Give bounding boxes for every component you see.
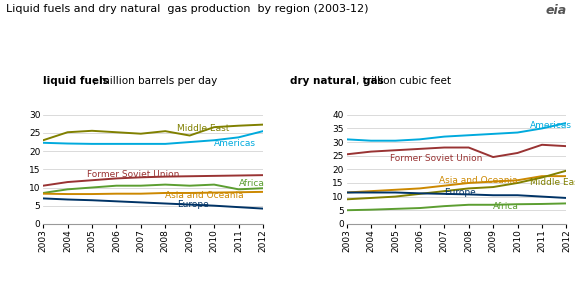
Text: Africa: Africa	[239, 179, 264, 188]
Text: , million barrels per day: , million barrels per day	[93, 76, 217, 86]
Text: liquid fuels: liquid fuels	[43, 76, 109, 86]
Text: dry natural  gas: dry natural gas	[290, 76, 384, 86]
Text: Asia and Oceania: Asia and Oceania	[165, 191, 244, 200]
Text: Europe: Europe	[178, 200, 209, 210]
Text: Liquid fuels and dry natural  gas production  by region (2003-12): Liquid fuels and dry natural gas product…	[6, 4, 368, 14]
Text: Asia and Oceania: Asia and Oceania	[439, 176, 518, 185]
Text: , trillion cubic feet: , trillion cubic feet	[356, 76, 451, 86]
Text: Europe: Europe	[444, 188, 476, 197]
Text: Middle East: Middle East	[178, 124, 230, 133]
Text: Former Soviet Union: Former Soviet Union	[87, 170, 179, 179]
Text: Middle East: Middle East	[530, 179, 575, 187]
Text: eia: eia	[545, 4, 566, 17]
Text: Africa: Africa	[493, 202, 519, 211]
Text: Americas: Americas	[530, 121, 572, 130]
Text: Americas: Americas	[214, 139, 256, 148]
Text: Former Soviet Union: Former Soviet Union	[390, 154, 483, 164]
